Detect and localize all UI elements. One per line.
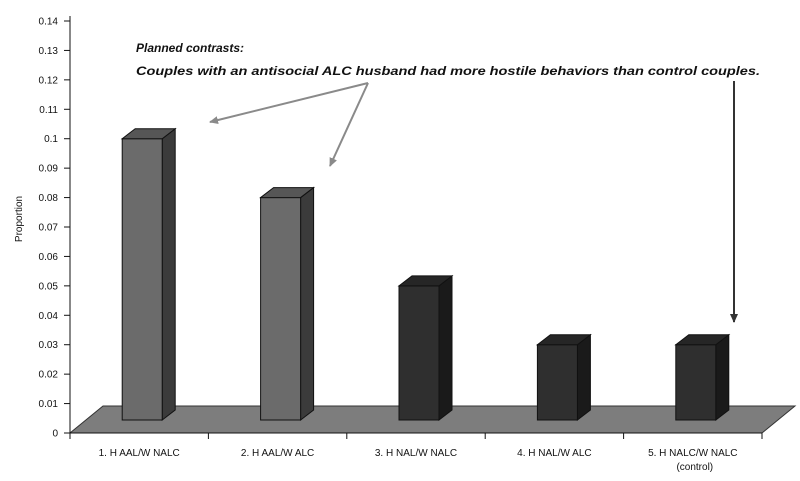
y-tick-label: 0.12 — [39, 75, 59, 86]
arrow-to-bar-2 — [329, 82, 369, 167]
bar-3 — [397, 274, 454, 422]
bar-front — [675, 344, 717, 421]
bar-1 — [120, 127, 177, 422]
y-tick-label: 0.01 — [39, 399, 59, 410]
bar-5 — [674, 333, 731, 422]
y-axis-ticks: 0 0.01 0.02 0.03 0.04 0.05 0.06 0.07 0.08 0.09 0.1… — [39, 17, 70, 440]
bar-2 — [259, 186, 316, 422]
bar-side — [715, 333, 730, 422]
x-category-label: 4. H NAL/W ALC — [517, 448, 591, 459]
y-tick-label: 0.14 — [39, 17, 59, 28]
y-tick-label: 0.08 — [39, 193, 59, 204]
x-category-label: 1. H AAL/W NALC — [99, 448, 180, 459]
bar-front — [398, 285, 440, 421]
y-tick-label: 0 — [52, 429, 58, 440]
y-tick-label: 0.13 — [39, 46, 59, 57]
y-tick-label: 0.06 — [39, 252, 59, 263]
y-axis-label: Proportion — [14, 196, 25, 242]
bar-side — [300, 186, 315, 422]
y-tick-label: 0.07 — [39, 223, 59, 234]
y-tick-label: 0.09 — [39, 164, 59, 175]
y-tick-label: 0.03 — [39, 340, 59, 351]
y-tick-label: 0.04 — [39, 311, 59, 322]
y-tick-label: 0.1 — [44, 134, 58, 145]
arrow-to-bar-1 — [209, 82, 369, 124]
bar-top — [259, 187, 316, 199]
x-category-label: 5. H NALC/W NALC — [648, 448, 737, 459]
bar-top — [397, 275, 454, 287]
annotation-text: Couples with an antisocial ALC husband h… — [136, 64, 760, 78]
bar-4 — [535, 333, 592, 422]
bar-side — [161, 127, 176, 422]
x-axis-categories: 1. H AAL/W NALC 2. H AAL/W ALC 3. H NAL/W … — [69, 433, 763, 473]
x-category-label: 2. H AAL/W ALC — [241, 448, 314, 459]
bar-front — [260, 197, 302, 421]
y-tick-label: 0.05 — [39, 281, 59, 292]
bar-top — [535, 334, 592, 346]
x-category-sublabel: (control) — [676, 462, 713, 473]
annotation-title: Planned contrasts: — [136, 41, 244, 55]
bar-top — [674, 334, 731, 346]
bar-front — [121, 138, 163, 421]
bars — [120, 127, 731, 422]
bar-side — [576, 333, 591, 422]
y-tick-label: 0.11 — [39, 105, 58, 116]
bar-top — [120, 128, 177, 140]
y-tick-label: 0.02 — [39, 370, 59, 381]
x-category-label: 3. H NAL/W NALC — [375, 448, 457, 459]
bar-side — [438, 274, 453, 422]
bar-front — [536, 344, 578, 421]
